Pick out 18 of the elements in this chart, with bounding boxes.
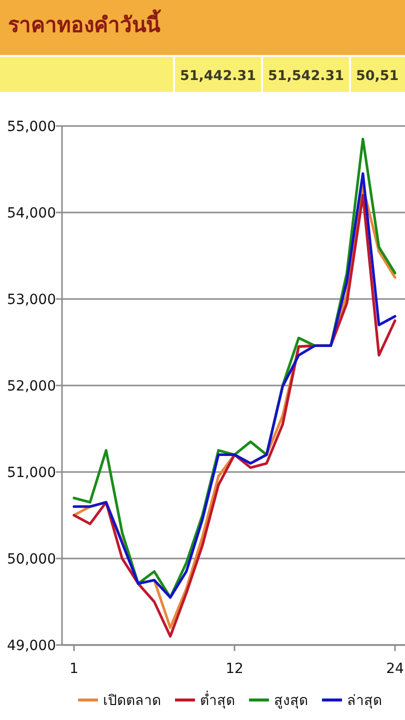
text: 51,442.31 xyxy=(180,68,256,84)
y-tick-label: 49,000 xyxy=(7,638,56,654)
x-tick-label: 12 xyxy=(226,661,244,677)
chart-title: ราคาทองคำวันนี้ xyxy=(8,9,162,37)
legend-label: ล่าสุด xyxy=(347,693,382,709)
y-tick-label: 54,000 xyxy=(7,206,56,222)
x-tick-label: 24 xyxy=(386,661,404,677)
text: 51,542.31 xyxy=(268,68,344,84)
text: 50,51 xyxy=(356,68,399,84)
y-tick-label: 55,000 xyxy=(7,119,56,135)
y-tick-label: 50,000 xyxy=(7,552,56,568)
legend-label: สูงสุด xyxy=(274,693,308,709)
y-tick-label: 53,000 xyxy=(7,292,56,308)
y-tick-label: 51,000 xyxy=(7,465,56,481)
x-tick-label: 1 xyxy=(70,661,78,677)
y-tick-label: 52,000 xyxy=(7,378,56,394)
legend-label: เปิดตลาด xyxy=(103,693,161,709)
legend-label: ต่ำสุด xyxy=(200,691,235,709)
